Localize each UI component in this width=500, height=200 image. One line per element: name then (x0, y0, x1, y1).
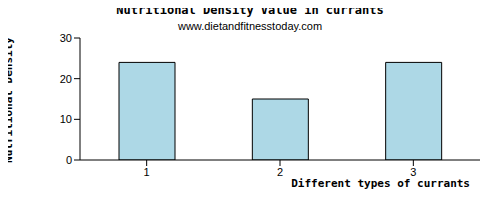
html-text:Different types of currants: Different types of currants (291, 177, 470, 190)
svg-text:10: 10 (60, 113, 72, 125)
html-text:Nutritional Density: Nutritional Density (1, 37, 15, 163)
svg-text:1: 1 (144, 166, 150, 178)
html-text:www.dietandfitnesstoday.com: www.dietandfitnesstoday.com (178, 20, 322, 32)
svg-text:3: 3 (410, 166, 416, 178)
svg-text:30: 30 (60, 32, 72, 44)
html-text:Nutritional Density Value in c: Nutritional Density Value in currants (116, 3, 384, 17)
svg-text:20: 20 (60, 73, 72, 85)
svg-text:2: 2 (277, 166, 283, 178)
svg-text:0: 0 (66, 154, 72, 166)
